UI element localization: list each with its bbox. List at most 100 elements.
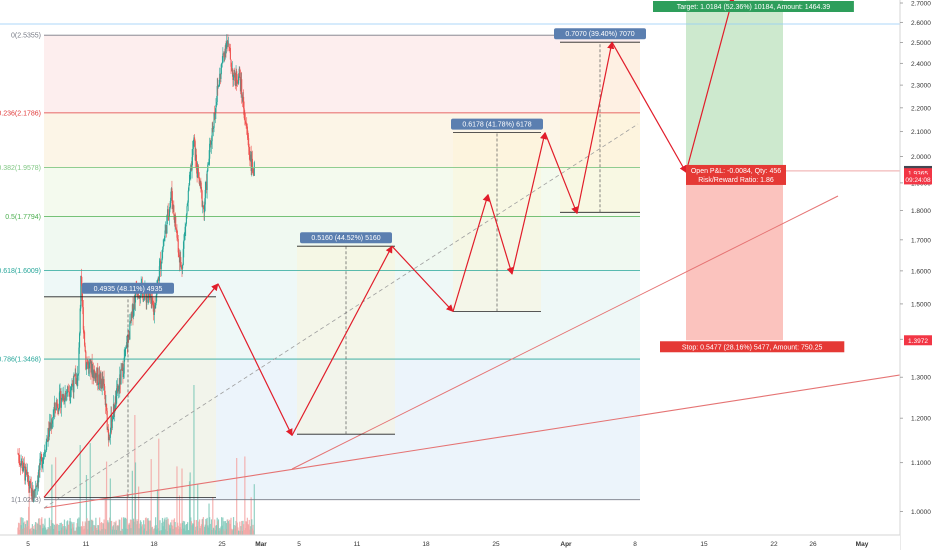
- volume-bar: [251, 519, 253, 535]
- candle-body: [19, 460, 21, 464]
- candle-body: [224, 45, 226, 58]
- volume-bar: [227, 521, 230, 535]
- volume-bar: [45, 527, 47, 535]
- candle-body: [134, 297, 136, 303]
- fib-level-label: 1(1.0233): [11, 497, 41, 504]
- candle-body: [50, 422, 52, 429]
- x-tick-label: 11: [354, 541, 361, 548]
- candle-body: [85, 351, 87, 370]
- candle-body: [214, 113, 216, 115]
- candle-body: [94, 370, 96, 373]
- candle-body: [180, 265, 182, 269]
- candle-body: [252, 168, 254, 174]
- candle-body: [103, 379, 105, 387]
- volume-bar: [87, 521, 89, 535]
- volume-bar: [89, 443, 91, 535]
- volume-bar: [194, 530, 196, 535]
- target-label-box: [653, 1, 854, 12]
- volume-bar: [21, 517, 23, 535]
- candle-body: [151, 297, 154, 305]
- volume-bar: [38, 518, 40, 535]
- candle-body: [86, 362, 88, 364]
- candle-body: [32, 489, 34, 502]
- candle-body: [188, 185, 190, 191]
- x-tick-label: 25: [492, 541, 500, 548]
- volume-bar: [41, 517, 43, 535]
- volume-bar: [204, 524, 206, 535]
- volume-bar: [143, 528, 145, 535]
- volume-bar: [180, 528, 182, 535]
- volume-bar: [39, 525, 42, 535]
- candle-body: [48, 422, 50, 437]
- volume-bar: [253, 530, 255, 535]
- volume-bar: [227, 519, 229, 535]
- volume-bar: [132, 520, 134, 535]
- candle-body: [133, 297, 135, 309]
- candle-body: [106, 403, 108, 411]
- volume-bar: [101, 529, 103, 535]
- candle-body: [136, 294, 138, 295]
- volume-bar: [92, 530, 94, 535]
- risk-reward-label: Risk/Reward Ratio: 1.86: [698, 177, 774, 184]
- volume-bar: [56, 523, 58, 535]
- volume-bar: [43, 527, 45, 535]
- candle-body: [47, 428, 49, 442]
- fib-band: [44, 216, 640, 271]
- volume-bar: [185, 530, 187, 535]
- candle-body: [82, 307, 84, 330]
- candle-body: [151, 297, 153, 303]
- volume-bar: [143, 520, 145, 535]
- candle-body: [38, 469, 40, 483]
- candle-body: [170, 188, 172, 198]
- volume-bar: [178, 495, 181, 535]
- candle-body: [210, 141, 212, 145]
- candle-body: [84, 345, 86, 352]
- volume-bar: [39, 524, 41, 535]
- price-tag-label: 09:24:08: [905, 177, 931, 184]
- volume-bar: [184, 525, 186, 535]
- volume-bar: [61, 524, 64, 535]
- volume-bar: [29, 528, 32, 535]
- volume-bar: [32, 526, 34, 535]
- volume-bar: [117, 525, 119, 535]
- candle-body: [51, 420, 54, 424]
- candle-body: [142, 291, 144, 301]
- candle-body: [187, 202, 189, 207]
- candle-body: [161, 249, 164, 259]
- volume-bar: [120, 530, 122, 535]
- x-tick-label: 18: [422, 541, 430, 548]
- volume-bar: [238, 530, 240, 535]
- zigzag-arrow: [43, 283, 219, 498]
- candle-body: [93, 370, 95, 379]
- candle-body: [175, 228, 177, 230]
- volume-bar: [112, 525, 115, 535]
- candle-body: [241, 79, 243, 96]
- volume-bar: [116, 530, 118, 535]
- candle-body: [96, 368, 98, 378]
- candle-body: [27, 472, 29, 482]
- candle-body: [52, 416, 54, 421]
- candle-body: [150, 293, 152, 299]
- volume-bar: [231, 528, 233, 535]
- candle-body: [132, 304, 134, 317]
- candle-body: [183, 232, 186, 240]
- volume-bar: [45, 530, 47, 535]
- volume-bar: [94, 525, 96, 535]
- candle-body: [250, 154, 252, 172]
- volume-bar: [177, 525, 179, 535]
- candle-body: [41, 457, 43, 468]
- candle-body: [230, 59, 232, 67]
- volume-bar: [197, 484, 199, 535]
- candle-body: [124, 356, 126, 358]
- volume-bar: [75, 530, 77, 535]
- candle-body: [133, 308, 135, 317]
- candle-body: [72, 383, 74, 386]
- volume-bar: [22, 518, 24, 535]
- volume-bar: [160, 530, 162, 535]
- volume-bar: [153, 529, 155, 535]
- candle-body: [42, 457, 44, 464]
- volume-bar: [225, 528, 227, 535]
- candle-body: [98, 374, 100, 385]
